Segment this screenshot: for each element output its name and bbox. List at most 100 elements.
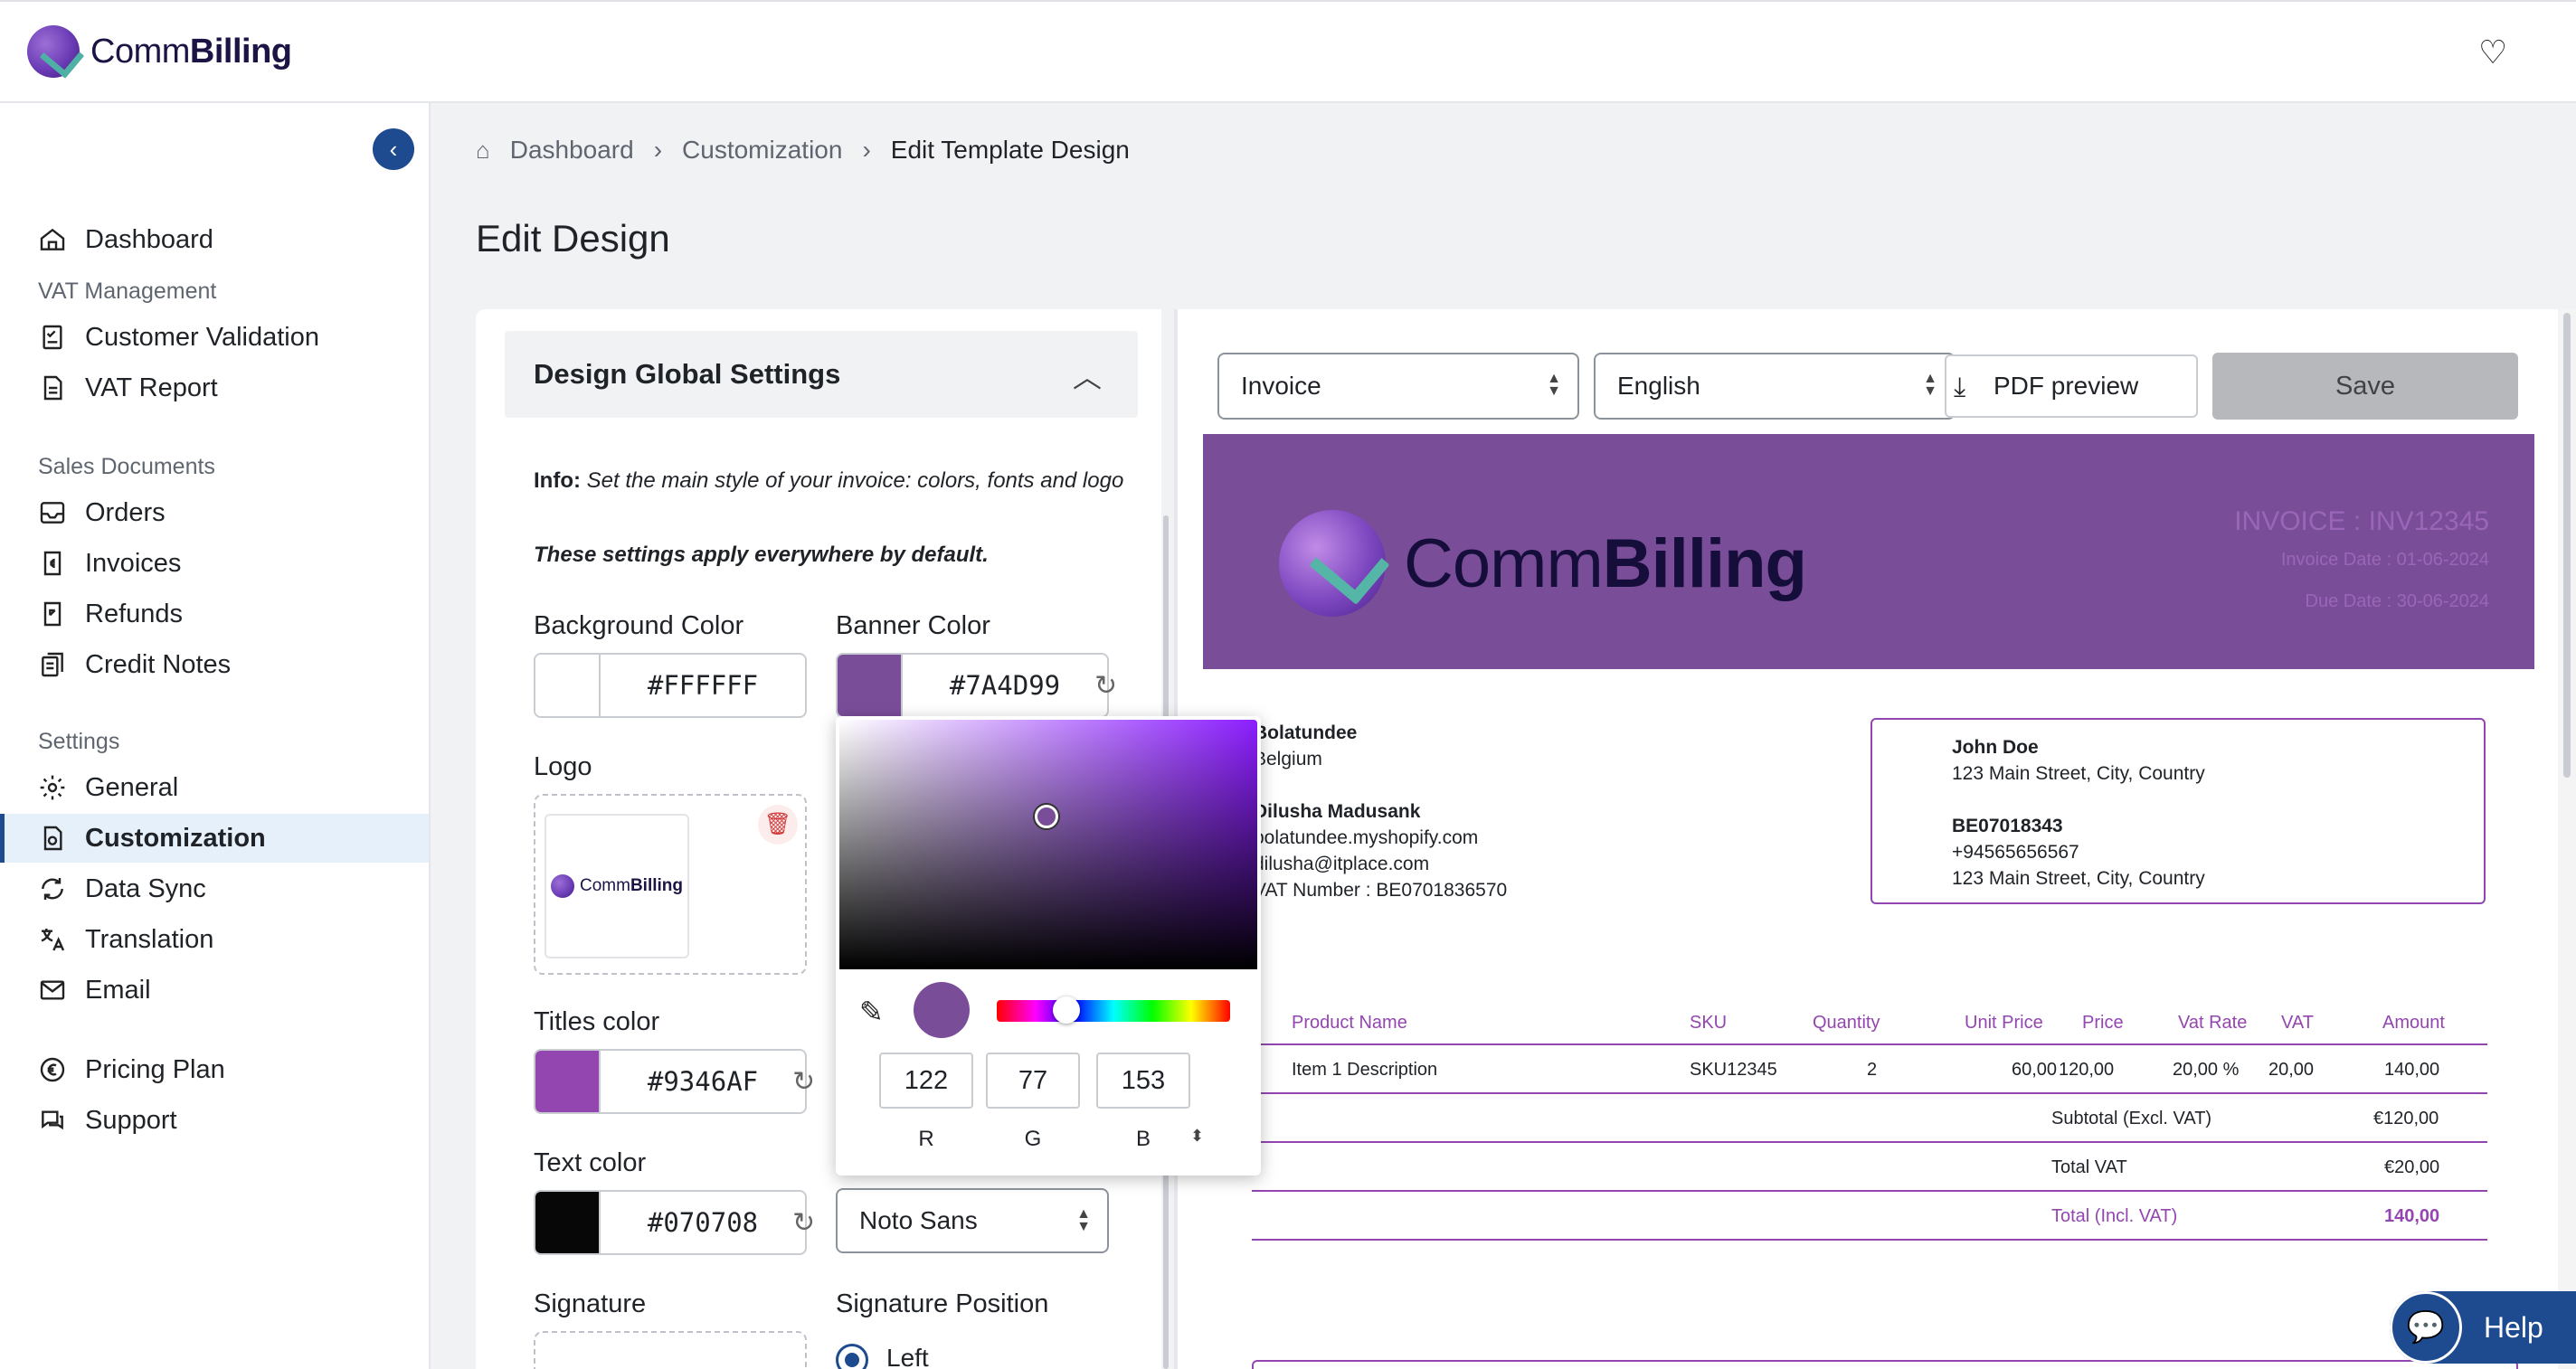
translate-icon xyxy=(38,925,67,954)
saturation-value-area[interactable] xyxy=(839,720,1257,969)
sidebar-item-customization[interactable]: Customization xyxy=(0,814,429,863)
table-cell: 20,00 % xyxy=(2173,1060,2240,1080)
table-cell: 60,00 xyxy=(2012,1060,2058,1080)
text-color-value[interactable]: #070708 xyxy=(647,1207,759,1238)
chevron-up-icon[interactable]: ︿ xyxy=(1073,361,1103,393)
inbox-icon xyxy=(38,498,67,527)
more-vertical-icon[interactable]: ⋮ xyxy=(2562,33,2576,69)
sidebar-item-orders[interactable]: Orders xyxy=(0,488,429,537)
info-bold-text: These settings apply everywhere by defau… xyxy=(534,543,989,567)
pdf-preview-button[interactable]: ⤓ PDF preview xyxy=(1945,354,2198,418)
chevron-left-icon[interactable]: ‹ xyxy=(373,128,414,170)
sidebar-item-email[interactable]: Email xyxy=(0,966,429,1015)
saturation-value-handle[interactable] xyxy=(1035,805,1058,828)
sidebar-item-customer-validation[interactable]: Customer Validation xyxy=(0,313,429,362)
red-input[interactable]: 122 xyxy=(879,1053,973,1109)
sidebar-item-credit-notes[interactable]: Credit Notes xyxy=(0,640,429,689)
banner-color-swatch[interactable] xyxy=(838,655,903,716)
sidebar-item-refunds[interactable]: Refunds xyxy=(0,590,429,638)
invoice-logo: CommBilling xyxy=(1279,510,1807,617)
heart-icon[interactable]: ♡ xyxy=(2478,33,2508,71)
sidebar-item-vat-report[interactable]: VAT Report xyxy=(0,363,429,412)
text-color-field[interactable]: #070708 xyxy=(534,1190,807,1255)
sidebar-item-support[interactable]: Support xyxy=(0,1096,429,1145)
blue-input[interactable]: 153 xyxy=(1096,1053,1190,1109)
text-color-label: Text color xyxy=(534,1148,647,1177)
to-phone: +94565656567 xyxy=(1952,842,2079,863)
sidebar-item-label: Translation xyxy=(85,924,214,954)
reset-icon[interactable]: ↻ xyxy=(792,1208,816,1238)
table-header: Amount xyxy=(2382,1013,2445,1033)
hue-slider[interactable] xyxy=(997,996,1230,1024)
language-select[interactable]: English ▲ ▼ xyxy=(1594,353,1956,420)
sidebar-item-data-sync[interactable]: Data Sync xyxy=(0,864,429,913)
chevron-right-icon: › xyxy=(653,136,663,164)
sidebar: ‹ Dashboard VAT Management Customer Vali… xyxy=(0,103,431,1369)
sidebar-item-invoices[interactable]: Invoices xyxy=(0,539,429,588)
chat-bubble-icon[interactable]: 💬 xyxy=(2390,1291,2462,1364)
table-cell: 2 xyxy=(1867,1060,1878,1080)
background-color-value[interactable]: #FFFFFF xyxy=(647,670,759,701)
from-country: Belgium xyxy=(1254,749,1322,769)
signature-position-left-radio[interactable] xyxy=(836,1344,868,1369)
trash-icon[interactable]: 🗑 xyxy=(758,805,798,845)
signature-position-left-label[interactable]: Left xyxy=(886,1344,929,1369)
document-type-select[interactable]: Invoice ▲ ▼ xyxy=(1217,353,1579,420)
invoice-to-box: John Doe 123 Main Street, City, Country … xyxy=(1870,718,2486,904)
logo-thumb-text: CommBilling xyxy=(579,876,683,895)
document-icon xyxy=(38,373,67,402)
breadcrumb-customization[interactable]: Customization xyxy=(682,136,843,164)
reset-icon[interactable]: ↻ xyxy=(1094,671,1118,701)
info-text: Info: Set the main style of your invoice… xyxy=(534,468,1124,493)
titles-color-swatch[interactable] xyxy=(535,1051,601,1112)
top-bar: CommBilling ♡ ⋮ xyxy=(0,0,2576,103)
preview-scrollbar[interactable] xyxy=(2558,309,2576,1369)
total-row: Total (Incl. VAT) 140,00 xyxy=(1252,1192,2487,1241)
sidebar-item-label: General xyxy=(85,772,179,802)
pdf-preview-label: PDF preview xyxy=(1994,372,2139,400)
breadcrumb-dashboard[interactable]: Dashboard xyxy=(509,136,634,164)
sidebar-item-pricing-plan[interactable]: Pricing Plan xyxy=(0,1045,429,1094)
subtotal-row: Subtotal (Excl. VAT) €120,00 xyxy=(1252,1094,2487,1143)
sidebar-item-label: Refunds xyxy=(85,599,184,628)
signature-upload-area[interactable] xyxy=(534,1331,807,1369)
hue-slider-handle[interactable] xyxy=(1052,996,1080,1024)
font-select-value: Noto Sans xyxy=(859,1206,978,1234)
banner-color-field[interactable]: #7A4D99 xyxy=(836,653,1109,718)
breadcrumb-current: Edit Template Design xyxy=(890,136,1130,164)
sidebar-item-translation[interactable]: Translation xyxy=(0,915,429,964)
invoice-due-date: Due Date : 30-06-2024 xyxy=(2305,591,2489,611)
format-toggle-icon[interactable]: ⬍ xyxy=(1190,1127,1205,1145)
titles-color-field[interactable]: #9346AF xyxy=(534,1049,807,1114)
design-global-settings-header[interactable]: Design Global Settings ︿ xyxy=(505,331,1138,418)
sidebar-item-label: Customer Validation xyxy=(85,322,319,352)
sidebar-item-dashboard[interactable]: Dashboard xyxy=(0,215,429,264)
logo-mark-icon xyxy=(27,25,80,78)
background-color-swatch[interactable] xyxy=(535,655,601,716)
signature-label: Signature xyxy=(534,1289,647,1318)
save-button[interactable]: Save xyxy=(2212,353,2518,420)
from-vat: VAT Number : BE0701836570 xyxy=(1254,880,1508,901)
background-color-field[interactable]: #FFFFFF xyxy=(534,653,807,718)
color-preview-swatch xyxy=(914,982,970,1038)
total-vat-value: €20,00 xyxy=(2384,1157,2440,1177)
titles-color-value[interactable]: #9346AF xyxy=(647,1066,759,1097)
app-logo[interactable]: CommBilling xyxy=(27,25,292,78)
green-input[interactable]: 77 xyxy=(986,1053,1080,1109)
preview-scrollbar-thumb[interactable] xyxy=(2563,313,2571,778)
text-color-swatch[interactable] xyxy=(535,1192,601,1253)
font-select[interactable]: Noto Sans ▲ ▼ xyxy=(836,1188,1109,1253)
gear-icon xyxy=(38,773,67,802)
sidebar-item-general[interactable]: General xyxy=(0,763,429,812)
chevron-right-icon: › xyxy=(862,136,871,164)
banner-color-value[interactable]: #7A4D99 xyxy=(949,670,1061,701)
eyedropper-icon[interactable]: ✎ xyxy=(859,996,884,1028)
reset-icon[interactable]: ↻ xyxy=(792,1067,816,1097)
logo-upload-area[interactable]: CommBilling 🗑 xyxy=(534,794,807,975)
subtotal-label: Subtotal (Excl. VAT) xyxy=(2051,1109,2212,1128)
logo-thumbnail: CommBilling xyxy=(545,814,689,958)
table-header-row: Product Name SKU Quantity Unit Price Pri… xyxy=(1252,1009,2487,1045)
sidebar-section-vat: VAT Management xyxy=(38,279,217,304)
total-vat-row: Total VAT €20,00 xyxy=(1252,1143,2487,1192)
invoice-table: Product Name SKU Quantity Unit Price Pri… xyxy=(1252,1009,2487,1241)
